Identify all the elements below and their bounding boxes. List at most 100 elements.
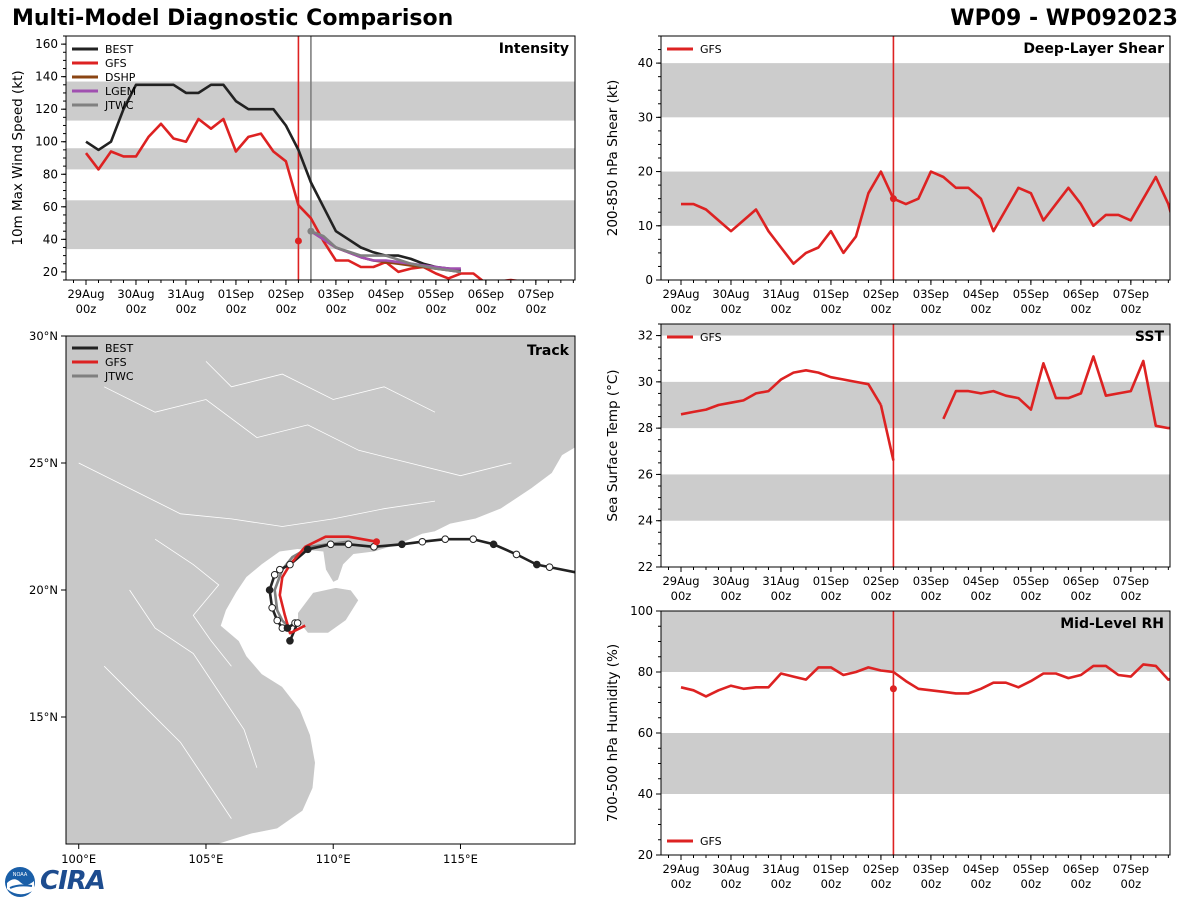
x-tick-date: 01Sep <box>813 862 849 876</box>
track-point-best <box>344 540 353 549</box>
y-tick-label: 20 <box>638 165 653 179</box>
y-tick-label: 80 <box>43 167 58 181</box>
band <box>661 63 1170 118</box>
border-line <box>78 462 436 527</box>
x-tick-date: 01Sep <box>218 287 254 301</box>
track-point-best <box>283 624 292 632</box>
band <box>661 381 1170 429</box>
x-tick-hour: 00z <box>971 589 992 603</box>
x-tick-date: 07Sep <box>1113 287 1149 301</box>
y-tick-label: 15°N <box>29 710 58 724</box>
x-tick-date: 04Sep <box>963 574 999 588</box>
x-tick-date: 29Aug <box>662 574 699 588</box>
y-tick-label: 80 <box>638 665 653 679</box>
series-line-gfs <box>681 170 1170 266</box>
y-tick-label: 20 <box>43 265 58 279</box>
legend: GFS <box>667 331 722 344</box>
x-tick-date: 29Aug <box>67 287 104 301</box>
x-tick-label: 105°E <box>188 852 223 866</box>
series-group <box>84 83 575 280</box>
x-tick-hour: 00z <box>1071 302 1092 316</box>
x-tick-date: 31Aug <box>762 287 799 301</box>
x-tick-date: 31Aug <box>167 287 204 301</box>
track-point-best <box>286 560 294 569</box>
x-tick-hour: 00z <box>871 302 892 316</box>
marker-gfs <box>889 685 897 693</box>
x-tick-hour: 00z <box>426 302 447 316</box>
x-tick-date: 31Aug <box>762 574 799 588</box>
track-point-gfs <box>372 538 380 546</box>
series-line-gfs <box>879 404 895 461</box>
chart-title: Intensity <box>499 41 569 57</box>
x-tick-hour: 00z <box>871 877 892 891</box>
legend: GFS <box>667 43 722 56</box>
x-tick-date: 06Sep <box>468 287 504 301</box>
x-tick-date: 30Aug <box>712 287 749 301</box>
x-tick-hour: 00z <box>1121 877 1142 891</box>
page-title: Multi-Model Diagnostic Comparison <box>12 6 454 31</box>
track-point-best <box>273 616 282 625</box>
x-tick-hour: 00z <box>821 877 842 891</box>
series-line-jtwc <box>310 229 462 274</box>
x-tick-hour: 00z <box>671 302 692 316</box>
x-tick-hour: 00z <box>821 302 842 316</box>
x-tick-hour: 00z <box>326 302 347 316</box>
x-tick-hour: 00z <box>476 302 497 316</box>
x-tick-date: 29Aug <box>662 287 699 301</box>
x-tick-hour: 00z <box>1021 302 1042 316</box>
track-point-best <box>303 545 312 554</box>
x-tick-hour: 00z <box>1021 589 1042 603</box>
band <box>66 148 575 170</box>
track-point-best <box>265 586 274 594</box>
legend-label-jtwc: JTWC <box>104 370 134 383</box>
series-line-gfs <box>942 355 1170 430</box>
x-tick-date: 31Aug <box>762 862 799 876</box>
marker-gfs <box>294 237 302 245</box>
y-tick-label: 140 <box>35 70 58 84</box>
legend-label-best: BEST <box>105 43 133 56</box>
chart-title: Track <box>527 343 570 359</box>
track-point-best <box>270 570 279 579</box>
map-group <box>66 336 588 844</box>
y-tick-label: 100 <box>35 135 58 149</box>
band <box>661 324 1170 336</box>
border-line <box>103 665 232 819</box>
track-line-gfs <box>278 535 377 635</box>
border-line <box>104 386 512 477</box>
x-tick-hour: 00z <box>721 302 742 316</box>
x-tick-hour: 00z <box>671 877 692 891</box>
x-tick-date: 06Sep <box>1063 574 1099 588</box>
y-tick-label: 30 <box>638 110 653 124</box>
y-tick-label: 40 <box>638 56 653 70</box>
chart-title: Mid-Level RH <box>1060 616 1164 632</box>
x-tick-date: 03Sep <box>318 287 354 301</box>
x-tick-hour: 00z <box>1121 589 1142 603</box>
marker-gfs <box>889 195 897 203</box>
border-line <box>205 361 436 413</box>
track-point-best <box>418 537 427 546</box>
y-axis-label: Sea Surface Temp (°C) <box>605 369 621 521</box>
series-group <box>681 170 1170 266</box>
x-tick-date: 01Sep <box>813 574 849 588</box>
x-tick-date: 05Sep <box>1013 862 1049 876</box>
x-tick-date: 29Aug <box>662 862 699 876</box>
border-line <box>154 538 232 667</box>
land-taiwan <box>575 524 588 544</box>
noaa-logo-text: NOAA <box>13 872 28 878</box>
x-tick-hour: 00z <box>376 302 397 316</box>
series-group <box>680 355 1170 461</box>
y-tick-label: 30°N <box>29 329 58 343</box>
cira-logo-text: CIRA <box>40 866 106 896</box>
storm-id-title: WP09 - WP092023 <box>950 6 1178 31</box>
border-line <box>129 589 258 768</box>
y-axis-label: 700-500 hPa Humidity (%) <box>605 644 621 822</box>
x-tick-hour: 00z <box>771 302 792 316</box>
x-tick-date: 02Sep <box>863 862 899 876</box>
y-tick-label: 32 <box>638 329 653 343</box>
chart-rh: 2040608010029Aug00z30Aug00z31Aug00z01Sep… <box>605 604 1171 891</box>
x-tick-date: 07Sep <box>1113 574 1149 588</box>
band <box>661 733 1170 794</box>
legend-label-gfs: GFS <box>700 43 722 56</box>
